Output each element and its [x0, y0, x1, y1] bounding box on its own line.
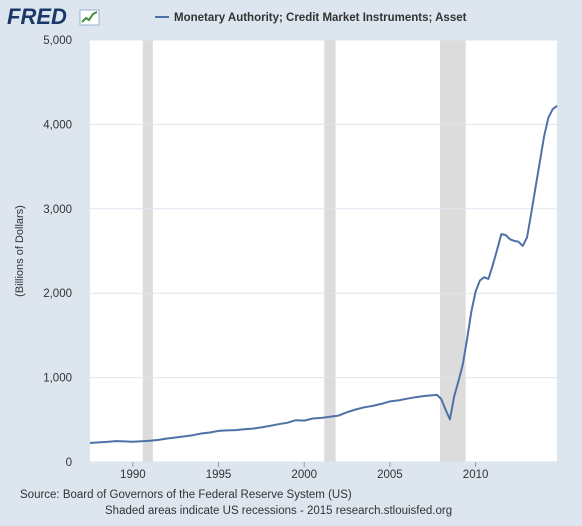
recession-bands	[142, 40, 466, 462]
gridlines	[90, 39, 557, 463]
y-tick-labels: 0 1,000 2,000 3,000 4,000 5,000	[43, 35, 72, 469]
recession-band	[324, 40, 336, 462]
fred-logo-text: FRED	[7, 4, 67, 29]
y-tick-label: 5,000	[43, 35, 72, 47]
legend-label: Monetary Authority; Credit Market Instru…	[174, 12, 467, 24]
y-tick-label: 0	[66, 457, 72, 469]
recession-band	[439, 40, 466, 462]
source-note: Source: Board of Governors of the Federa…	[20, 489, 352, 501]
fred-logo[interactable]: FRED	[7, 4, 100, 29]
fred-chart-logo-icon	[79, 9, 100, 26]
y-tick-label: 3,000	[43, 204, 72, 216]
y-tick-label: 1,000	[43, 373, 72, 385]
x-tick-label: 1990	[120, 469, 146, 481]
x-tick-labels: 1990 1995 2000 2005 2010	[120, 462, 488, 481]
x-tick-label: 2010	[463, 469, 489, 481]
recession-band	[142, 40, 153, 462]
recession-note: Shaded areas indicate US recessions - 20…	[105, 505, 452, 517]
plot-area	[90, 40, 557, 462]
legend: Monetary Authority; Credit Market Instru…	[155, 12, 467, 24]
x-tick-label: 1995	[206, 469, 232, 481]
x-tick-label: 2005	[377, 469, 403, 481]
series-line[interactable]	[89, 105, 558, 444]
y-tick-label: 4,000	[43, 119, 72, 131]
y-axis-title: (Billions of Dollars)	[14, 205, 26, 297]
x-tick-label: 2000	[291, 469, 317, 481]
y-tick-label: 2,000	[43, 288, 72, 300]
